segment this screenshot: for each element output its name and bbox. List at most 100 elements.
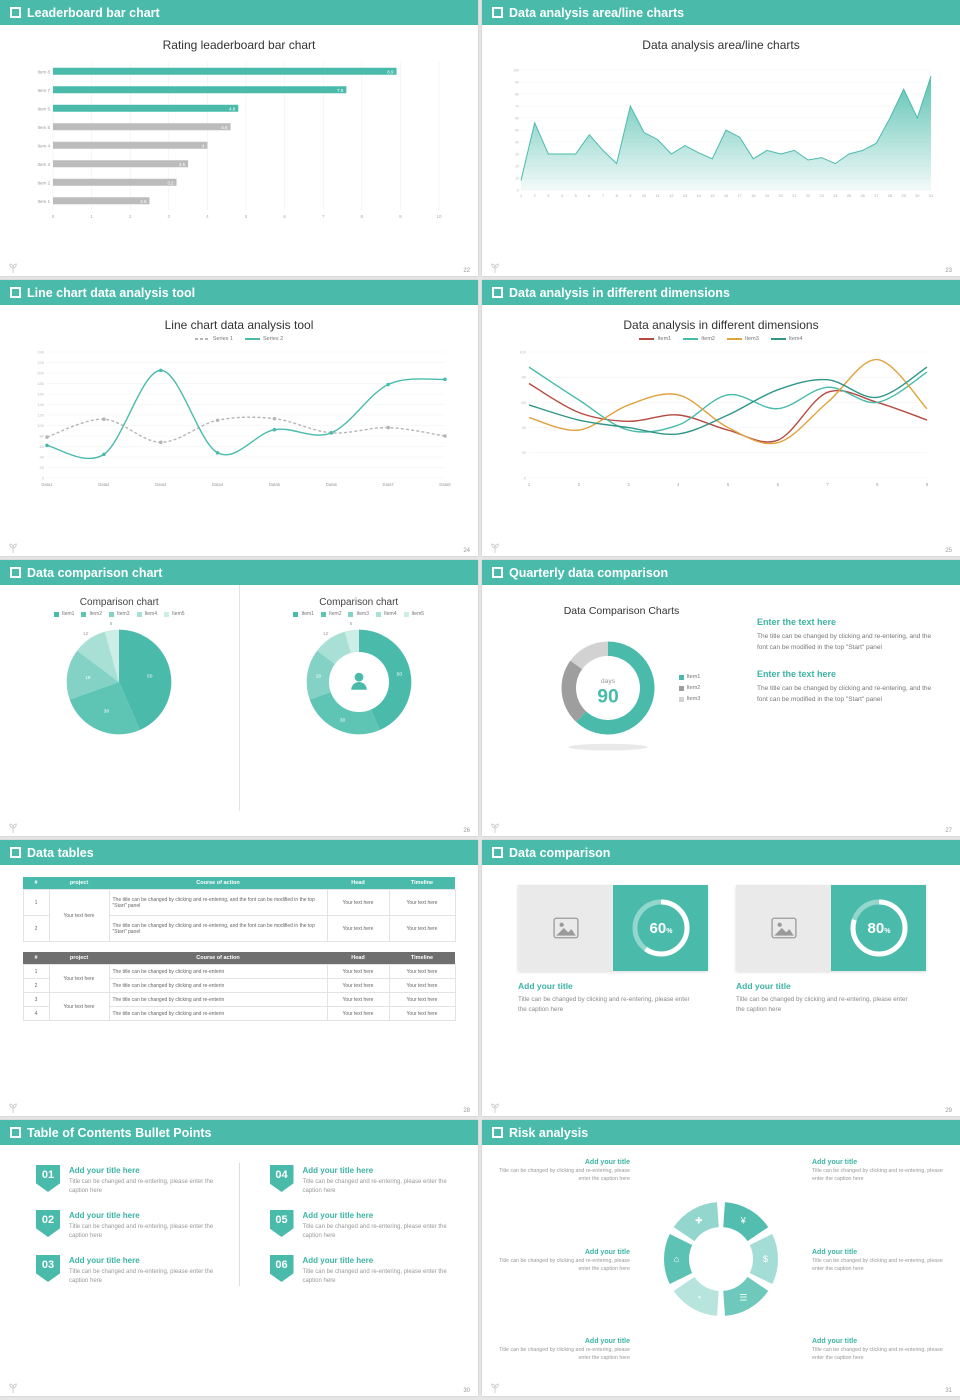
slide-line-chart-tool[interactable]: Line chart data analysis tool Line chart… [0, 280, 478, 556]
table-cell: Your text here [326, 889, 390, 916]
legend-label: Item4 [384, 611, 397, 617]
svg-text:240: 240 [37, 349, 44, 354]
item1-swatch [678, 674, 684, 680]
item5-swatch [403, 611, 409, 617]
sprout-logo-icon [491, 543, 499, 553]
risk-text-column-right: Add your title Title can be changed by c… [812, 1155, 944, 1363]
svg-text:16: 16 [724, 194, 728, 198]
svg-text:60%: 60% [649, 920, 673, 937]
svg-text:8: 8 [616, 194, 618, 198]
toc-column: 04 Add your title here Title can be chan… [240, 1163, 473, 1286]
svg-text:21: 21 [792, 194, 796, 198]
slide-quarterly-comparison[interactable]: Quarterly data comparison Data Compariso… [482, 560, 960, 836]
item3-line-marker [727, 338, 742, 340]
item4-swatch [376, 611, 381, 617]
svg-text:90: 90 [515, 80, 519, 84]
slide-area-line-chart[interactable]: Data analysis area/line charts Data anal… [482, 0, 960, 276]
toc-item: 01 Add your title here Title can be chan… [36, 1165, 225, 1196]
sprout-logo-icon [491, 263, 499, 273]
page-number: 26 [463, 828, 470, 834]
comparison-pie-chart: 50 30 18 12 5 [56, 619, 182, 745]
toc-item: 05 Add your title here Title can be chan… [269, 1210, 459, 1241]
slide-leaderboard-bar-chart[interactable]: Leaderboard bar chart Rating leaderboard… [0, 0, 478, 276]
item3-swatch [348, 611, 354, 617]
svg-text:2: 2 [534, 194, 536, 198]
slide-table-of-contents[interactable]: Table of Contents Bullet Points 01 Add y… [0, 1120, 478, 1396]
item2-swatch [678, 685, 684, 691]
toc-title: Add your title here [69, 1166, 140, 1175]
legend-item: Item3 [727, 336, 759, 342]
svg-text:1: 1 [90, 214, 93, 219]
svg-text:19: 19 [765, 194, 769, 198]
legend-label: Item3 [116, 611, 130, 617]
risk-title: Add your title [812, 1248, 858, 1256]
item1-line-marker [639, 338, 655, 340]
leaderboard-bar-chart: 0 1 2 3 4 5 6 7 8 9 10 8.9 Item 8 7.6 Item 7 4.8 Item 6 4… [21, 58, 457, 226]
svg-text:9: 9 [926, 482, 929, 487]
table-cell: Your text here [48, 889, 110, 942]
legend-item: Item4 [136, 611, 157, 617]
progress-card: 80% Add your title Title can be changed … [736, 885, 926, 1015]
slide-data-comparison-pies[interactable]: Data comparison chart Comparison chart I… [0, 560, 478, 836]
page-number: 27 [945, 828, 952, 834]
slide-data-tables[interactable]: Data tables # project Course of action H… [0, 840, 478, 1116]
table-cell: Your text here [326, 978, 390, 993]
svg-text:28: 28 [888, 194, 892, 198]
slide-dimensions-line-chart[interactable]: Data analysis in different dimensions Da… [482, 280, 960, 556]
legend-item: Item3 [108, 611, 130, 617]
svg-text:4: 4 [677, 482, 680, 487]
card-title: Add your title [518, 981, 573, 991]
svg-text:9: 9 [399, 214, 402, 219]
chart-title: Data analysis in different dimensions [623, 318, 819, 332]
table-row: 2 The title can be changed by clicking a… [22, 915, 456, 942]
number-badge: 06 [269, 1255, 294, 1282]
svg-text:Data6: Data6 [326, 482, 338, 487]
svg-text:4.6: 4.6 [221, 125, 228, 130]
item1-swatch [53, 611, 59, 617]
progress-ring-80: 80% [842, 891, 916, 965]
svg-text:Item 4: Item 4 [37, 143, 50, 148]
risk-caption: Title can be changed by clicking and re-… [812, 1168, 943, 1182]
table-cell: The title can be changed by clicking and… [108, 1006, 328, 1021]
image-placeholder [518, 885, 613, 971]
svg-text:70: 70 [515, 104, 519, 108]
col-header: Course of action [109, 952, 327, 965]
svg-text:12: 12 [323, 631, 329, 637]
page-number: 31 [945, 1388, 952, 1394]
item5-swatch [164, 611, 170, 617]
table-row: 1 Your text here The title can be change… [22, 889, 456, 942]
legend-item: Item4 [376, 611, 397, 617]
col-header: # [23, 952, 49, 965]
toc-caption: Title can be changed and re-entering, pl… [69, 1179, 214, 1194]
slide-risk-analysis[interactable]: Risk analysis Add your title Title can b… [482, 1120, 960, 1396]
svg-text:24: 24 [833, 194, 837, 198]
number-badge: 01 [36, 1165, 60, 1192]
svg-text:Data1: Data1 [41, 482, 53, 487]
progress-ring-60: 60% [624, 891, 698, 965]
data-table-gray: # project Course of action Head Timeline… [22, 952, 456, 1021]
svg-text:15: 15 [710, 194, 714, 198]
item4-line-marker [770, 338, 786, 340]
legend-label: Item1 [301, 611, 314, 617]
slide-progress-comparison[interactable]: Data comparison 60% Add your title Title… [482, 840, 960, 1116]
picture-icon [552, 917, 579, 939]
svg-text:Item 7: Item 7 [37, 88, 50, 93]
slide-title-bar: Leaderboard bar chart [0, 0, 478, 25]
svg-text:180: 180 [37, 381, 44, 386]
svg-text:2: 2 [129, 214, 132, 219]
table-cell: Your text here [326, 915, 390, 942]
svg-text:23: 23 [820, 194, 824, 198]
svg-text:¥: ¥ [740, 1215, 747, 1225]
svg-text:8: 8 [361, 214, 364, 219]
item3-swatch [108, 611, 114, 617]
table-cell: Your text here [388, 915, 456, 942]
table-cell: The title can be changed by clicking and… [108, 915, 328, 942]
square-bullet-icon [10, 287, 21, 298]
legend-label: Item2 [89, 611, 102, 617]
svg-text:22: 22 [806, 194, 810, 198]
svg-text:90: 90 [597, 686, 619, 708]
table-cell: 2 [22, 915, 50, 942]
table-cell: Your text here [326, 992, 390, 1007]
slide-title: Line chart data analysis tool [27, 285, 196, 300]
svg-text:80: 80 [40, 433, 45, 438]
